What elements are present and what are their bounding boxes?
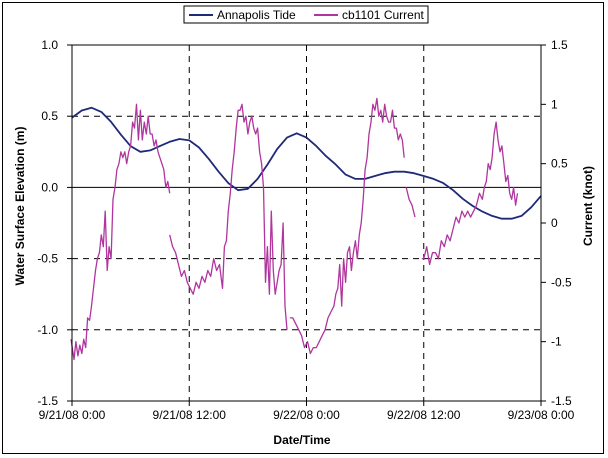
tide-series-line [71,106,542,220]
x-axis-title: Date/Time [273,433,330,447]
y-right-tick-label: 1.5 [551,38,568,52]
x-tick-label: 9/22/08 0:00 [273,408,340,422]
y-left-tick-label: 0.5 [41,109,58,123]
legend-box [183,5,429,24]
y-left-tick-label: 1.0 [41,38,58,52]
current-series-line [405,187,416,218]
chart-frame: 1.0 0.5 0.0 -0.5 -1.0 -1.5 1.5 1 0.5 0 -0.5 -1 -1.5 9… [2,2,604,454]
y-left-tick-label: 0.0 [41,180,58,194]
y-left-axis-title: Water Surface Elevation (m) [13,127,27,286]
grid-layer [72,45,541,401]
y-left-tick-label: -1.5 [37,394,58,408]
current-series-line [421,121,519,266]
legend-label-current: cb1101 Current [342,8,424,22]
y-left-tick-label: -1.0 [37,323,58,337]
y-right-tick-label: -1 [551,335,562,349]
y-right-tick-label: -1.5 [551,394,572,408]
y-right-tick-label: 0.5 [551,157,568,171]
y-right-tick-label: 1 [551,97,558,111]
y-right-tick-label: -0.5 [551,275,572,289]
axes-layer [67,44,546,406]
y-right-axis-title: Current (knot) [581,166,595,246]
legend-label-tide: Annapolis Tide [217,8,296,22]
current-series-line [289,97,405,355]
x-tick-label: 9/22/08 12:00 [387,408,461,422]
y-right-tick-label: 0 [551,216,558,230]
x-tick-label: 9/21/08 12:00 [153,408,227,422]
current-series-line [70,103,171,361]
current-series-line [169,103,288,330]
y-left-tick-label: -0.5 [37,252,58,266]
legend: Annapolis Tide cb1101 Current [183,5,429,24]
labels-layer: 1.00.50.0-0.5-1.0-1.51.510.50-0.5-1-1.59… [37,38,574,422]
x-tick-label: 9/23/08 0:00 [508,408,575,422]
x-tick-label: 9/21/08 0:00 [39,408,106,422]
chart-svg: 1.00.50.0-0.5-1.0-1.51.510.50-0.5-1-1.59… [13,5,595,447]
series-layer [70,97,542,361]
